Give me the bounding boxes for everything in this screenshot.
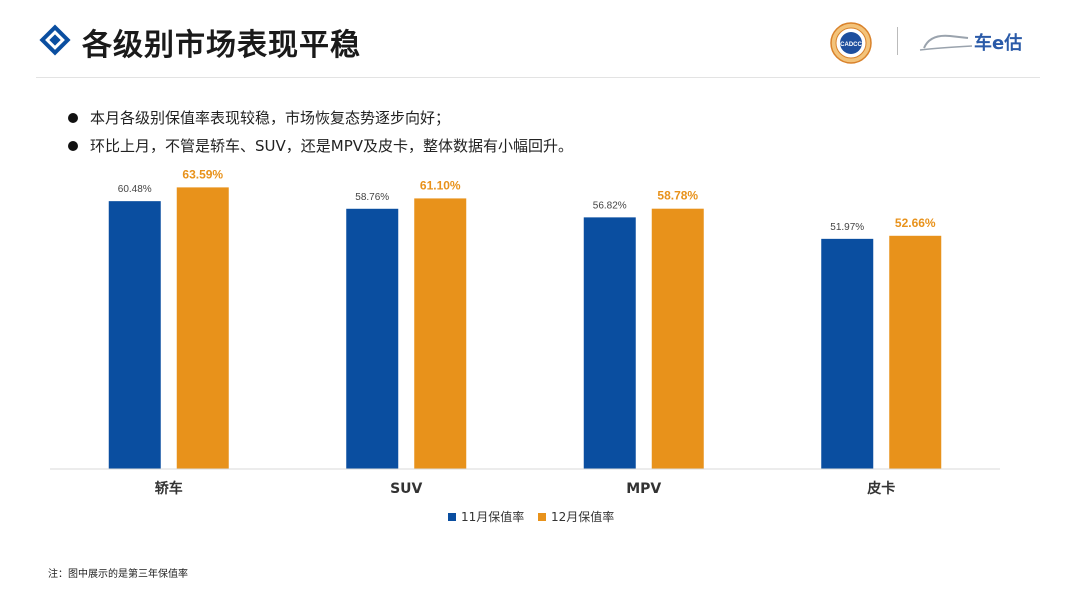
page-title: 各级别市场表现平稳 (82, 28, 361, 63)
bullet-text: 本月各级别保值率表现较稳，市场恢复态势逐步向好； (90, 109, 451, 127)
bullet-item: 本月各级别保值率表现较稳，市场恢复态势逐步向好； (68, 104, 573, 132)
bar-nov (583, 217, 636, 469)
x-tick-label: 皮卡 (866, 480, 895, 497)
cadcc-logo-text: CADCC (840, 42, 862, 48)
che-e-gu-logo-text: 车e估 (974, 32, 1022, 54)
bullet-dot-icon (68, 113, 78, 123)
x-tick-label: SUV (390, 481, 422, 497)
cadcc-logo-icon: CADCC (830, 22, 872, 64)
data-label: 51.97% (830, 222, 864, 233)
bar-chart: 60.48% 63.59% 轿车 58.76% 61.10% SUV 56.82% 58.78… (50, 167, 1000, 524)
data-label: 63.59% (182, 167, 223, 181)
bar-nov (821, 238, 874, 469)
bar-nov (346, 208, 399, 469)
bullet-item: 环比上月，不管是轿车、SUV，还是MPV及皮卡，整体数据有小幅回升。 (68, 132, 573, 160)
data-label: 60.48% (118, 184, 152, 195)
data-label: 58.76% (355, 192, 389, 203)
legend-label: 11月保值率 (461, 509, 524, 524)
bullet-dot-icon (68, 141, 78, 151)
legend-swatch (448, 513, 456, 521)
data-label: 56.82% (593, 200, 627, 211)
bar-dec (176, 187, 229, 469)
diamond-icon (39, 24, 71, 56)
header: 各级别市场表现平稳 CADCC 车e估 (0, 0, 1080, 78)
data-label: 52.66% (895, 216, 936, 230)
footnote: 注：图中展示的是第三年保值率 (48, 569, 188, 580)
x-tick-label: MPV (626, 481, 661, 497)
bullet-text: 环比上月，不管是轿车、SUV，还是MPV及皮卡，整体数据有小幅回升。 (90, 137, 574, 155)
bullet-list: 本月各级别保值率表现较稳，市场恢复态势逐步向好； 环比上月，不管是轿车、SUV，… (68, 104, 573, 160)
bar-dec (889, 235, 942, 469)
data-label: 61.10% (420, 178, 461, 192)
x-tick-label: 轿车 (155, 480, 183, 497)
bar-dec (651, 208, 704, 469)
legend-swatch (538, 513, 546, 521)
bar-nov (108, 201, 161, 469)
data-label: 58.78% (657, 189, 698, 203)
che-e-gu-logo-icon: 车e估 (919, 32, 1022, 54)
header-divider (36, 77, 1040, 78)
logo-divider (897, 27, 898, 55)
legend-label: 12月保值率 (551, 509, 614, 524)
bar-dec (414, 198, 467, 469)
